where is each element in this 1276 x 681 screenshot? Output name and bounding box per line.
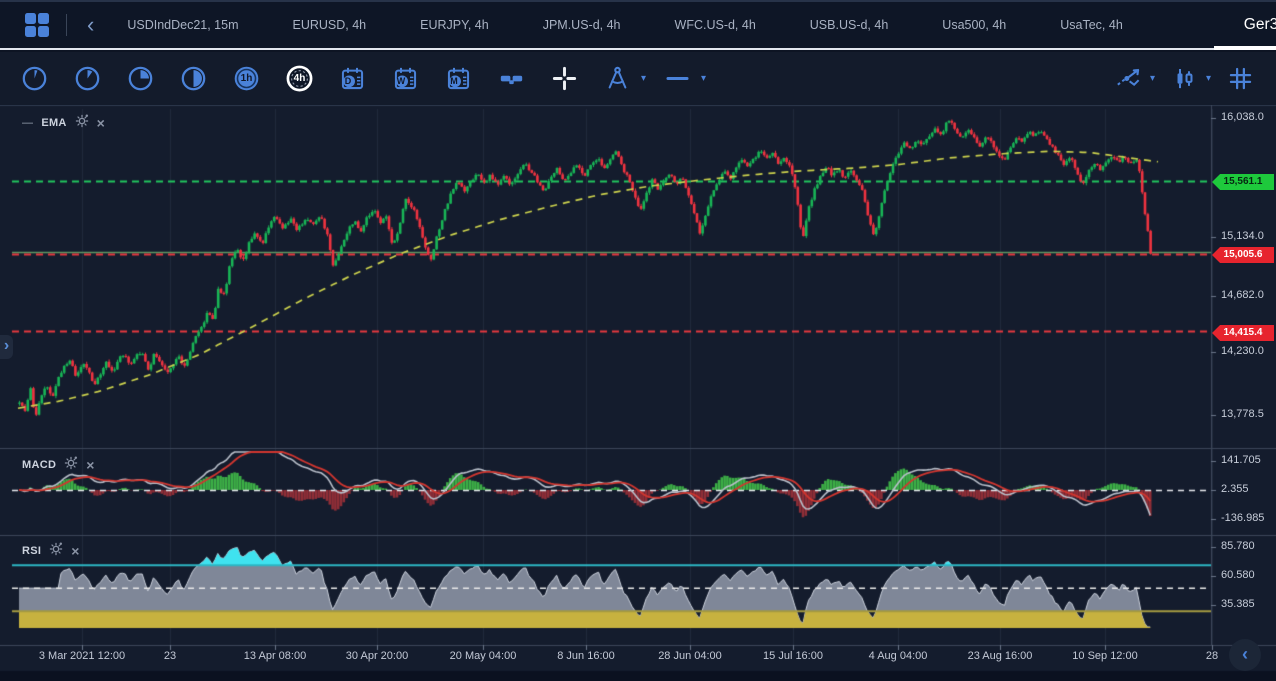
timeframe-4h-label: 4h [286, 65, 313, 92]
chart-canvas[interactable] [0, 105, 1276, 681]
toolbar-right-group: ▾ ▾ [1115, 65, 1276, 92]
crosshair-icon[interactable] [551, 65, 578, 92]
timeframe-1m-icon[interactable] [21, 65, 48, 92]
price-badge-current: 15,005.6 [1212, 247, 1274, 263]
time-tick: 30 Apr 20:00 [346, 650, 408, 662]
price-tick: 16,038.0 [1221, 111, 1264, 123]
price-badge-level: 14,415.4 [1212, 325, 1274, 341]
rsi-indicator-header: RSI × [22, 542, 80, 559]
rsi-label: RSI [22, 545, 41, 557]
time-tick: 28 [1206, 650, 1218, 662]
ema-settings-gear-icon[interactable] [75, 114, 89, 131]
timeframe-daily-icon[interactable]: D [339, 65, 366, 92]
time-tick: 20 May 04:00 [450, 650, 517, 662]
grid-settings-icon[interactable] [1227, 65, 1254, 92]
timeframe-1h-label: 1h [233, 65, 260, 92]
time-tick: 4 Aug 04:00 [869, 650, 928, 662]
rsi-settings-gear-icon[interactable] [49, 542, 63, 559]
macd-tick: -136.985 [1221, 512, 1264, 524]
time-tick: 23 [164, 650, 176, 662]
chart-type-candles-icon[interactable] [1171, 65, 1198, 92]
tab-usb[interactable]: USB.US-d, 4h [783, 2, 916, 48]
tabbar-divider [66, 14, 67, 36]
time-tick: 13 Apr 08:00 [244, 650, 306, 662]
ema-indicator-header: — EMA × [22, 114, 105, 131]
price-tick: 15,134.0 [1221, 230, 1264, 242]
time-tick: 23 Aug 16:00 [968, 650, 1033, 662]
chart-tab-bar: ‹ USDIndDec21, 15m EURUSD, 4h EURJPY, 4h… [0, 0, 1276, 50]
indicators-icon[interactable] [1115, 65, 1142, 92]
timeframe-4h-icon-active[interactable]: 4h [286, 65, 313, 92]
tab-wfc[interactable]: WFC.US-d, 4h [648, 2, 783, 48]
macd-tick: 141.705 [1221, 454, 1261, 466]
time-tick: 10 Sep 12:00 [1072, 650, 1137, 662]
macd-settings-gear-icon[interactable] [64, 456, 78, 473]
tab-ger30dec21-active[interactable]: Ger30Dec21, 4h [1214, 2, 1276, 48]
macd-tick: 2.355 [1221, 483, 1249, 495]
apps-grid-icon[interactable] [22, 10, 52, 40]
timeframe-weekly-label: W [394, 76, 408, 86]
line-tool-caret-icon[interactable]: ▾ [701, 73, 706, 84]
indicators-caret-icon[interactable]: ▾ [1150, 73, 1155, 84]
macd-close-icon[interactable]: × [86, 460, 94, 470]
bottom-collapse-button[interactable]: ‹ [1229, 639, 1261, 671]
timeframe-monthly-label: M [447, 76, 461, 86]
drawing-tools-icon[interactable] [604, 65, 631, 92]
range-bars-icon[interactable] [498, 65, 525, 92]
time-tick: 15 Jul 16:00 [763, 650, 823, 662]
price-tick: 13,778.5 [1221, 408, 1264, 420]
rsi-close-icon[interactable]: × [71, 546, 79, 556]
tabs-scroll-left-icon[interactable]: ‹ [81, 2, 100, 48]
ema-close-icon[interactable]: × [97, 118, 105, 128]
tab-usdinddec21[interactable]: USDIndDec21, 15m [100, 2, 265, 48]
tab-strip: USDIndDec21, 15m EURUSD, 4h EURJPY, 4h J… [100, 2, 1276, 48]
chart-toolbar: 1h 4h D W M ▾ ▾ [0, 52, 1276, 105]
timeframe-monthly-icon[interactable]: M [445, 65, 472, 92]
timeframe-1h-icon[interactable]: 1h [233, 65, 260, 92]
trading-app: ‹ USDIndDec21, 15m EURUSD, 4h EURJPY, 4h… [0, 0, 1276, 681]
rsi-tick: 85.780 [1221, 540, 1255, 552]
macd-indicator-header: MACD × [22, 456, 95, 473]
price-tick: 14,682.0 [1221, 289, 1264, 301]
rsi-tick: 60.580 [1221, 569, 1255, 581]
tab-usatec[interactable]: UsaTec, 4h [1033, 2, 1150, 48]
tab-usa500[interactable]: Usa500, 4h [915, 2, 1033, 48]
time-tick: 8 Jun 16:00 [557, 650, 615, 662]
timeframe-30m-icon[interactable] [180, 65, 207, 92]
tab-jpm[interactable]: JPM.US-d, 4h [516, 2, 648, 48]
ema-label: EMA [41, 117, 66, 129]
price-badge-alert: 15,561.1 [1212, 174, 1274, 190]
timeframe-15m-icon[interactable] [127, 65, 154, 92]
price-tick: 14,230.0 [1221, 345, 1264, 357]
time-tick: 28 Jun 04:00 [658, 650, 722, 662]
drawing-tools-caret-icon[interactable]: ▾ [641, 73, 646, 84]
ema-line-swatch: — [22, 117, 33, 129]
chart-area: — EMA × MACD × RSI × 16,038.0 15,134.0 1… [0, 105, 1276, 681]
tab-eurjpy[interactable]: EURJPY, 4h [393, 2, 516, 48]
line-tool-icon[interactable] [664, 65, 691, 92]
tab-eurusd[interactable]: EURUSD, 4h [266, 2, 394, 48]
timeframe-daily-label: D [341, 76, 355, 86]
left-panel-expander[interactable]: › [0, 335, 13, 359]
timeframe-5m-icon[interactable] [74, 65, 101, 92]
timeframe-weekly-icon[interactable]: W [392, 65, 419, 92]
chart-type-caret-icon[interactable]: ▾ [1206, 73, 1211, 84]
time-tick: 3 Mar 2021 12:00 [39, 650, 125, 662]
rsi-tick: 35.385 [1221, 598, 1255, 610]
macd-label: MACD [22, 459, 56, 471]
